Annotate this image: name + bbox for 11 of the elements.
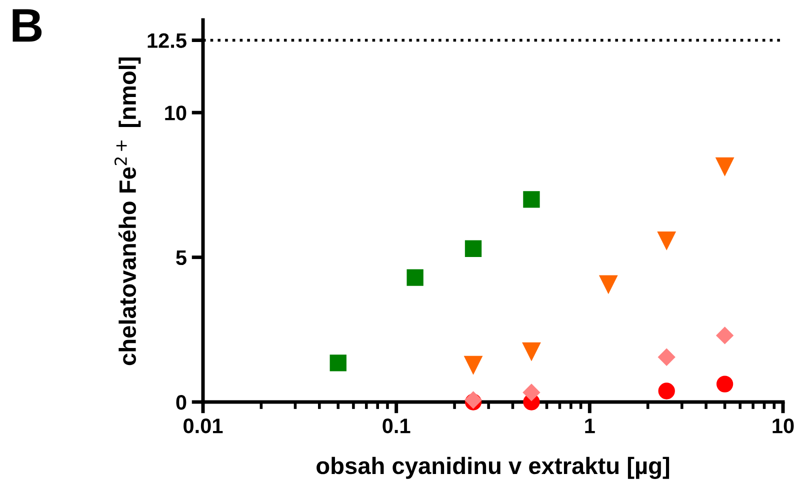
y-tick-label: 5 (176, 250, 186, 266)
x-tick-label: 1 (585, 418, 595, 434)
x-axis-title: obsah cyanidinu v extraktu [µg] (316, 456, 670, 479)
y-tick-label: 10 (165, 106, 186, 120)
y-tick-label: 12.5 (148, 33, 186, 48)
text: B (12, 9, 42, 42)
y-tick-label: 0 (176, 395, 186, 410)
x-tick-label: 0.01 (184, 418, 223, 434)
y-axis-title: chelatovaného Fe$^{2+}$ [nmol] (114, 58, 141, 366)
x-tick-label: 10 (772, 418, 794, 434)
x-tick-label: 0.1 (382, 418, 410, 434)
